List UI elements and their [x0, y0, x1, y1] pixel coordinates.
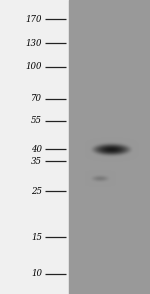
- Text: 170: 170: [26, 14, 42, 24]
- Text: 40: 40: [31, 145, 42, 154]
- Text: 70: 70: [31, 94, 42, 103]
- Text: 25: 25: [31, 187, 42, 196]
- Text: 100: 100: [26, 62, 42, 71]
- Text: 35: 35: [31, 157, 42, 166]
- Text: 15: 15: [31, 233, 42, 242]
- Text: 55: 55: [31, 116, 42, 125]
- Text: 130: 130: [26, 39, 42, 48]
- Bar: [0, 0, 69, 294]
- Text: 10: 10: [31, 269, 42, 278]
- Bar: [69, 0, 150, 294]
